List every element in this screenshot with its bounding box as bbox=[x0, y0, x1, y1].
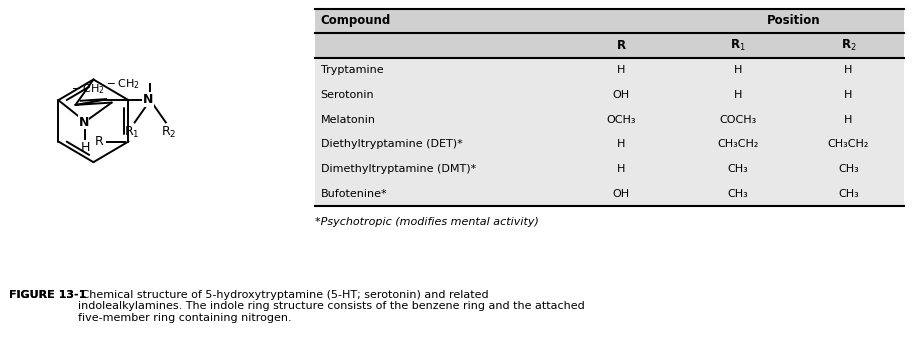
Bar bbox=[314, 58, 904, 83]
Text: R$_1$: R$_1$ bbox=[730, 38, 746, 53]
Text: CH₃: CH₃ bbox=[727, 164, 748, 174]
Bar bbox=[314, 33, 904, 58]
Text: *Psychotropic (modifies mental activity): *Psychotropic (modifies mental activity) bbox=[314, 217, 539, 228]
Text: Chemical structure of 5-hydroxytryptamine (5-HT; serotonin) and related
indoleal: Chemical structure of 5-hydroxytryptamin… bbox=[78, 290, 584, 323]
Text: ─ CH$_2$: ─ CH$_2$ bbox=[72, 82, 105, 96]
Text: R$_2$: R$_2$ bbox=[161, 124, 177, 140]
Text: H: H bbox=[617, 139, 626, 149]
Text: OH: OH bbox=[613, 189, 630, 199]
Bar bbox=[314, 132, 904, 157]
Text: Diethyltryptamine (DET)*: Diethyltryptamine (DET)* bbox=[321, 139, 463, 149]
Text: CH₃: CH₃ bbox=[838, 189, 859, 199]
Text: OCH₃: OCH₃ bbox=[606, 115, 637, 125]
Text: CH₃: CH₃ bbox=[727, 189, 748, 199]
Text: ─ CH$_2$: ─ CH$_2$ bbox=[106, 77, 139, 91]
Text: OH: OH bbox=[613, 90, 630, 100]
Text: Bufotenine*: Bufotenine* bbox=[321, 189, 387, 199]
Bar bbox=[314, 157, 904, 181]
Text: COCH₃: COCH₃ bbox=[719, 115, 757, 125]
Text: N: N bbox=[143, 93, 153, 106]
Text: R$_2$: R$_2$ bbox=[841, 38, 856, 53]
Text: FIGURE 13-1: FIGURE 13-1 bbox=[9, 290, 86, 300]
Text: Dimethyltryptamine (DMT)*: Dimethyltryptamine (DMT)* bbox=[321, 164, 476, 174]
Text: R: R bbox=[94, 135, 104, 148]
Text: H: H bbox=[617, 164, 626, 174]
Text: R: R bbox=[616, 39, 626, 52]
Text: H: H bbox=[845, 115, 853, 125]
Text: FIGURE 13-1: FIGURE 13-1 bbox=[9, 290, 86, 300]
Text: H: H bbox=[734, 90, 742, 100]
Text: H: H bbox=[845, 90, 853, 100]
Bar bbox=[314, 83, 904, 107]
Text: Tryptamine: Tryptamine bbox=[321, 65, 383, 75]
Text: CH₃CH₂: CH₃CH₂ bbox=[828, 139, 869, 149]
Text: R$_1$: R$_1$ bbox=[124, 124, 139, 140]
Bar bbox=[314, 107, 904, 132]
Text: H: H bbox=[845, 65, 853, 75]
Text: H: H bbox=[617, 65, 626, 75]
Text: H: H bbox=[81, 141, 90, 154]
Text: CH₃CH₂: CH₃CH₂ bbox=[717, 139, 758, 149]
Text: N: N bbox=[79, 116, 89, 129]
Text: Compound: Compound bbox=[321, 14, 391, 28]
Text: Serotonin: Serotonin bbox=[321, 90, 375, 100]
Text: Position: Position bbox=[767, 14, 820, 28]
Bar bbox=[314, 181, 904, 206]
Text: Melatonin: Melatonin bbox=[321, 115, 376, 125]
Text: H: H bbox=[734, 65, 742, 75]
Text: CH₃: CH₃ bbox=[838, 164, 859, 174]
Bar bbox=[314, 9, 904, 33]
